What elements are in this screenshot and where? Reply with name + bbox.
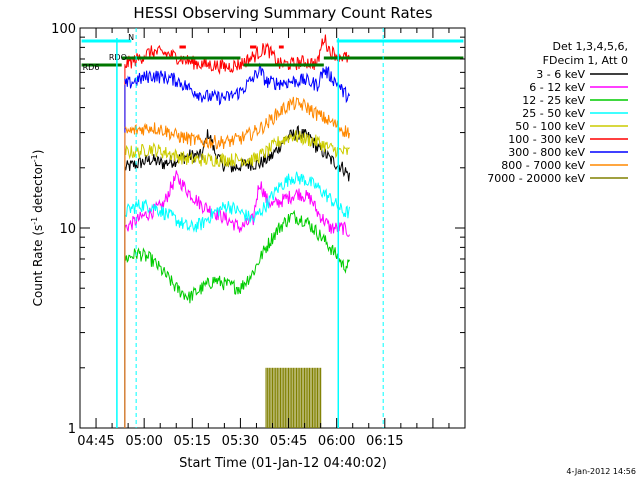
series-line-6	[124, 62, 350, 106]
legend-label: 6 - 12 keV	[529, 81, 585, 94]
y-label-end: )	[31, 150, 45, 155]
y-label-sup2: -1	[30, 154, 39, 162]
legend-label: 7000 - 20000 keV	[487, 172, 585, 185]
overlay-layer: N RDO RD6	[81, 28, 464, 428]
x-tick-label: 06:00	[318, 434, 355, 449]
series-line-5	[124, 34, 350, 75]
x-tick-label: 04:45	[77, 434, 114, 449]
legend: Det 1,3,4,5,6, FDecim 1, Att 0 3 - 6 keV…	[487, 40, 628, 185]
y-tick-label: 100	[51, 22, 76, 37]
y-label-main: Count Rate (s	[31, 225, 45, 307]
x-tick-label: 06:15	[366, 434, 403, 449]
legend-label: 800 - 7000 keV	[501, 159, 585, 172]
y-tick-label: 10	[59, 222, 76, 237]
y-label-tail: detector	[31, 162, 45, 217]
series-layer	[124, 34, 350, 428]
x-tick-label: 05:30	[222, 434, 259, 449]
legend-header-2: FDecim 1, Att 0	[543, 54, 628, 67]
y-label-sup1: -1	[30, 217, 39, 225]
series-line-1	[124, 170, 350, 237]
legend-header-1: Det 1,3,4,5,6,	[552, 40, 628, 53]
rdo-label: RDO	[109, 53, 127, 62]
x-tick-label: 05:15	[174, 434, 211, 449]
x-tick-label: 05:45	[270, 434, 307, 449]
legend-label: 3 - 6 keV	[536, 68, 585, 81]
legend-label: 50 - 100 keV	[515, 120, 585, 133]
chart-title: HESSI Observing Summary Count Rates	[133, 4, 432, 22]
x-axis-label: Start Time (01-Jan-12 04:40:02)	[179, 456, 387, 471]
legend-label: 25 - 50 keV	[522, 107, 585, 120]
y-tick-label: 1	[68, 422, 76, 437]
legend-label: 12 - 25 keV	[522, 94, 585, 107]
series-line-7	[124, 96, 350, 150]
saa-label: N	[128, 33, 134, 42]
axis-layer: 04:45 05:00 05:15 05:30 05:45 06:00 06:15 1 10 10…	[51, 22, 466, 449]
rd6-label: RD6	[83, 63, 100, 72]
y-axis-label: Count Rate (s-1 detector-1)	[30, 150, 45, 307]
series-line-3	[124, 171, 350, 233]
series-line-0	[124, 124, 350, 182]
legend-label: 300 - 800 keV	[508, 146, 585, 159]
x-tick-label: 05:00	[125, 434, 162, 449]
series-line-4	[124, 130, 350, 167]
series-line-2	[124, 209, 350, 304]
footer-date: 4-Jan-2012 14:56	[566, 467, 636, 476]
legend-label: 100 - 300 keV	[508, 133, 585, 146]
